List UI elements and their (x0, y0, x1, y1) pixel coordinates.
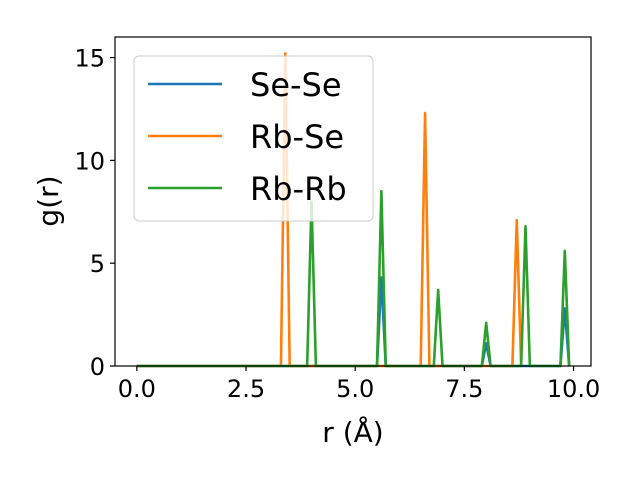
x-tick-label: 0.0 (118, 375, 156, 403)
x-tick-label: 10.0 (547, 375, 600, 403)
x-tick-label: 2.5 (227, 375, 265, 403)
x-tick-label: 7.5 (445, 375, 483, 403)
y-tick-label: 0 (90, 353, 105, 381)
legend-label-rb-se: Rb-Se (250, 118, 344, 156)
legend: Se-Se Rb-Se Rb-Rb (133, 55, 374, 222)
legend-label-se-se: Se-Se (250, 66, 342, 104)
axis-layer: 0.0 2.5 5.0 7.5 10.0 0 5 10 15 (74, 45, 600, 403)
x-axis-label: r (Å) (322, 415, 383, 449)
y-tick-label: 10 (74, 147, 105, 175)
y-axis-label: g(r) (32, 175, 65, 226)
legend-label-rb-rb: Rb-Rb (250, 170, 347, 208)
y-tick-label: 5 (90, 250, 105, 278)
legend-frame (133, 55, 374, 222)
x-tick-label: 5.0 (336, 375, 374, 403)
plot-frame (114, 36, 592, 367)
y-tick-label: 15 (74, 45, 105, 73)
